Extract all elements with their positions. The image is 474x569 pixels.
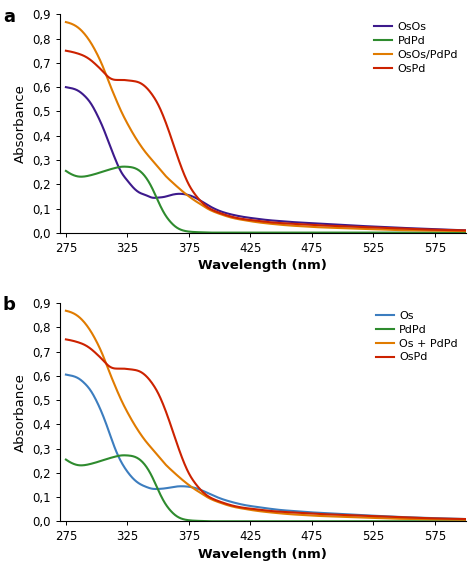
- PdPd: [408, 518, 414, 525]
- Os: [63, 371, 69, 378]
- X-axis label: Wavelength (nm): Wavelength (nm): [198, 259, 327, 272]
- Text: b: b: [3, 296, 16, 315]
- OsOs: [295, 219, 301, 226]
- OsPd: [295, 509, 301, 516]
- OsOs/PdPd: [407, 227, 413, 234]
- OsPd: [88, 345, 93, 352]
- OsPd: [366, 224, 372, 230]
- PdPd: [296, 518, 302, 525]
- PdPd: [209, 229, 215, 236]
- OsPd: [407, 514, 413, 521]
- Os + PdPd: [295, 512, 301, 518]
- PdPd: [367, 518, 373, 525]
- PdPd: [408, 229, 414, 236]
- Line: PdPd: PdPd: [66, 455, 465, 521]
- PdPd: [63, 167, 69, 174]
- OsOs/PdPd: [306, 223, 311, 230]
- OsOs/PdPd: [463, 228, 468, 234]
- PdPd: [307, 518, 312, 525]
- Os: [463, 516, 468, 522]
- X-axis label: Wavelength (nm): Wavelength (nm): [198, 548, 327, 560]
- PdPd: [209, 518, 215, 525]
- OsPd: [366, 513, 372, 519]
- OsOs: [63, 84, 69, 90]
- Line: PdPd: PdPd: [66, 167, 465, 233]
- Line: OsPd: OsPd: [66, 339, 465, 519]
- OsOs/PdPd: [88, 39, 93, 46]
- OsOs/PdPd: [63, 19, 69, 26]
- Line: OsPd: OsPd: [66, 51, 465, 230]
- Os + PdPd: [306, 512, 311, 519]
- Os + PdPd: [463, 516, 468, 523]
- Legend: OsOs, PdPd, OsOs/PdPd, OsPd: OsOs, PdPd, OsOs/PdPd, OsPd: [372, 20, 460, 76]
- OsOs/PdPd: [460, 228, 465, 234]
- PdPd: [88, 460, 93, 467]
- Os + PdPd: [460, 516, 465, 523]
- OsPd: [295, 221, 301, 228]
- PdPd: [319, 229, 324, 236]
- OsOs/PdPd: [318, 224, 323, 231]
- OsPd: [318, 510, 323, 517]
- PdPd: [307, 229, 312, 236]
- Os: [295, 508, 301, 515]
- Y-axis label: Absorbance: Absorbance: [14, 84, 27, 163]
- Os: [306, 509, 311, 516]
- OsPd: [63, 336, 69, 343]
- Legend: Os, PdPd, Os + PdPd, OsPd: Os, PdPd, Os + PdPd, OsPd: [374, 308, 460, 365]
- PdPd: [63, 456, 69, 463]
- PdPd: [121, 163, 127, 170]
- OsPd: [407, 225, 413, 232]
- Line: Os: Os: [66, 374, 465, 519]
- Line: Os + PdPd: Os + PdPd: [66, 311, 465, 519]
- OsOs/PdPd: [295, 222, 301, 229]
- OsOs: [306, 220, 311, 226]
- OsPd: [318, 222, 323, 229]
- OsPd: [306, 221, 311, 228]
- Os + PdPd: [88, 327, 93, 334]
- PdPd: [88, 172, 93, 179]
- Os: [407, 514, 413, 521]
- PdPd: [319, 518, 324, 525]
- OsOs/PdPd: [366, 226, 372, 233]
- Os + PdPd: [318, 513, 323, 519]
- OsPd: [63, 47, 69, 54]
- OsOs: [366, 223, 372, 230]
- PdPd: [121, 452, 127, 459]
- Text: a: a: [3, 8, 15, 26]
- OsOs: [407, 225, 413, 232]
- Line: OsOs/PdPd: OsOs/PdPd: [66, 22, 465, 231]
- PdPd: [296, 229, 302, 236]
- PdPd: [463, 518, 468, 525]
- PdPd: [463, 229, 468, 236]
- Os: [366, 512, 372, 519]
- OsOs: [318, 220, 323, 227]
- Os: [88, 387, 93, 394]
- OsOs: [463, 227, 468, 234]
- OsPd: [463, 227, 468, 234]
- OsOs: [88, 100, 93, 106]
- OsPd: [463, 516, 468, 522]
- Os + PdPd: [407, 516, 413, 522]
- Os + PdPd: [63, 307, 69, 314]
- OsPd: [306, 510, 311, 517]
- Line: OsOs: OsOs: [66, 87, 465, 230]
- PdPd: [367, 229, 373, 236]
- Os: [318, 509, 323, 516]
- Y-axis label: Absorbance: Absorbance: [14, 373, 27, 452]
- OsPd: [88, 56, 93, 63]
- Os + PdPd: [366, 514, 372, 521]
